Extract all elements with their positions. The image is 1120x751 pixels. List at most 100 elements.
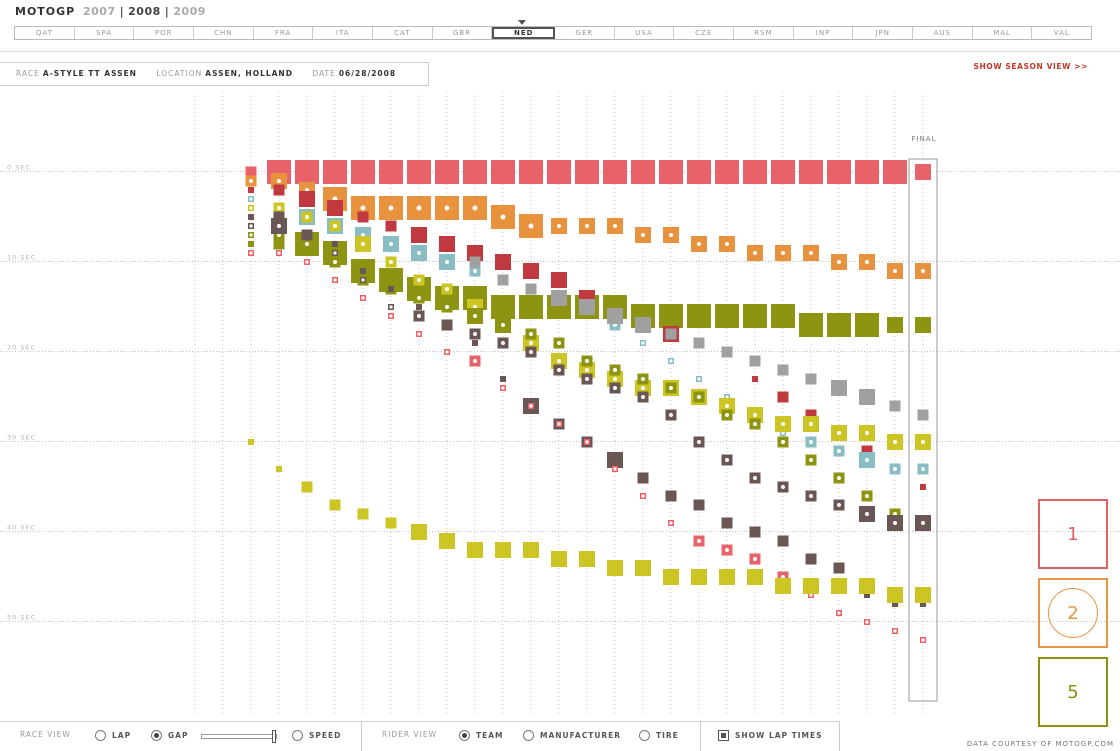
- position-box[interactable]: 1: [1038, 499, 1108, 569]
- rider-gap-mark[interactable]: [715, 304, 739, 328]
- rider-gap-mark[interactable]: [631, 160, 655, 184]
- rider-gap-mark[interactable]: [491, 160, 515, 184]
- gap-slider[interactable]: [201, 730, 277, 743]
- position-box[interactable]: 5: [1038, 657, 1108, 727]
- race-tab-qat[interactable]: QAT: [15, 27, 75, 39]
- rider-gap-mark[interactable]: [637, 472, 649, 484]
- year-option-2009[interactable]: 2009: [173, 5, 206, 18]
- rider-gap-mark[interactable]: [579, 551, 595, 567]
- rider-gap-mark[interactable]: [385, 517, 397, 529]
- race-tab-spa[interactable]: SPA: [75, 27, 135, 39]
- rider-gap-mark[interactable]: [248, 214, 254, 220]
- rider-gap-mark[interactable]: [864, 592, 870, 598]
- checkbox-icon[interactable]: [718, 730, 729, 741]
- rider-gap-mark[interactable]: [411, 524, 427, 540]
- rider-gap-mark[interactable]: [357, 211, 369, 223]
- rider-gap-mark[interactable]: [551, 272, 567, 288]
- rider-gap-mark[interactable]: [777, 535, 789, 547]
- rider-gap-mark[interactable]: [603, 160, 627, 184]
- rider-gap-mark[interactable]: [327, 200, 343, 216]
- rider-gap-mark[interactable]: [519, 160, 543, 184]
- race-view-option-speed[interactable]: SPEED: [292, 730, 341, 741]
- radio-icon[interactable]: [292, 730, 303, 741]
- rider-gap-mark[interactable]: [749, 355, 761, 367]
- rider-gap-mark[interactable]: [497, 274, 509, 286]
- rider-gap-mark[interactable]: [495, 254, 511, 270]
- rider-gap-mark[interactable]: [719, 569, 735, 585]
- rider-gap-mark[interactable]: [301, 481, 313, 493]
- rider-gap-mark[interactable]: [915, 164, 931, 180]
- radio-icon[interactable]: [459, 730, 470, 741]
- rider-gap-mark[interactable]: [439, 533, 455, 549]
- rider-gap-mark[interactable]: [575, 160, 599, 184]
- rider-gap-mark[interactable]: [607, 452, 623, 468]
- rider-gap-mark[interactable]: [500, 376, 506, 382]
- rider-gap-mark[interactable]: [357, 508, 369, 520]
- race-tab-val[interactable]: VAL: [1053, 29, 1070, 37]
- rider-gap-mark[interactable]: [416, 304, 422, 310]
- rider-gap-mark[interactable]: [379, 160, 403, 184]
- rider-gap-mark[interactable]: [551, 551, 567, 567]
- rider-gap-mark[interactable]: [665, 328, 677, 340]
- race-tab-cze[interactable]: CZE: [674, 27, 735, 39]
- rider-gap-mark[interactable]: [777, 364, 789, 376]
- race-tab-chn[interactable]: CHN: [194, 27, 254, 39]
- rider-gap-mark[interactable]: [245, 166, 257, 178]
- rider-gap-mark[interactable]: [523, 263, 539, 279]
- rider-gap-mark[interactable]: [388, 286, 394, 292]
- rider-gap-mark[interactable]: [803, 578, 819, 594]
- rider-gap-mark[interactable]: [887, 317, 903, 333]
- rider-gap-mark[interactable]: [635, 560, 651, 576]
- rider-gap-mark[interactable]: [411, 227, 427, 243]
- rider-gap-mark[interactable]: [523, 542, 539, 558]
- rider-gap-mark[interactable]: [472, 340, 478, 346]
- rider-gap-mark[interactable]: [273, 238, 285, 250]
- rider-gap-mark[interactable]: [525, 283, 537, 295]
- rider-gap-mark[interactable]: [917, 409, 929, 421]
- radio-icon[interactable]: [523, 730, 534, 741]
- rider-gap-mark[interactable]: [663, 569, 679, 585]
- position-box[interactable]: 2: [1038, 578, 1108, 648]
- rider-gap-mark[interactable]: [861, 445, 873, 457]
- rider-gap-mark[interactable]: [323, 160, 347, 184]
- rider-gap-mark[interactable]: [747, 569, 763, 585]
- race-tab-por[interactable]: POR: [134, 27, 195, 39]
- rider-gap-mark[interactable]: [805, 553, 817, 565]
- rider-gap-mark[interactable]: [855, 160, 879, 184]
- rider-gap-mark[interactable]: [360, 268, 366, 274]
- rider-gap-mark[interactable]: [385, 220, 397, 232]
- rider-gap-mark[interactable]: [551, 290, 567, 306]
- rider-gap-mark[interactable]: [248, 241, 254, 247]
- rider-gap-mark[interactable]: [248, 187, 254, 193]
- rider-gap-mark[interactable]: [435, 160, 459, 184]
- rider-gap-mark[interactable]: [715, 160, 739, 184]
- rider-gap-mark[interactable]: [805, 409, 817, 421]
- year-option-2008[interactable]: 2008: [128, 5, 161, 18]
- rider-gap-mark[interactable]: [248, 439, 254, 445]
- rider-gap-mark[interactable]: [659, 160, 683, 184]
- rider-gap-mark[interactable]: [749, 526, 761, 538]
- race-view-option-lap[interactable]: LAP: [95, 730, 131, 741]
- rider-gap-mark[interactable]: [777, 391, 789, 403]
- rider-gap-mark[interactable]: [463, 160, 487, 184]
- race-tab-fra[interactable]: FRA: [254, 27, 314, 39]
- rider-gap-mark[interactable]: [659, 304, 683, 328]
- race-tab-mal[interactable]: MAL: [973, 27, 1033, 39]
- rider-gap-mark[interactable]: [491, 295, 515, 319]
- rider-gap-mark[interactable]: [799, 160, 823, 184]
- rider-gap-mark[interactable]: [775, 578, 791, 594]
- rider-gap-mark[interactable]: [635, 317, 651, 333]
- race-tab-inp[interactable]: INP: [794, 27, 854, 39]
- rider-gap-mark[interactable]: [467, 542, 483, 558]
- rider-gap-mark[interactable]: [892, 601, 898, 607]
- radio-icon[interactable]: [151, 730, 162, 741]
- race-tab-jpn[interactable]: JPN: [853, 27, 914, 39]
- rider-gap-mark[interactable]: [883, 160, 907, 184]
- race-view-option-gap[interactable]: GAP: [151, 730, 188, 741]
- rider-gap-mark[interactable]: [439, 236, 455, 252]
- rider-gap-mark[interactable]: [831, 380, 847, 396]
- rider-gap-mark[interactable]: [827, 160, 851, 184]
- rider-gap-mark[interactable]: [827, 313, 851, 337]
- rider-gap-mark[interactable]: [295, 160, 319, 184]
- rider-gap-mark[interactable]: [495, 542, 511, 558]
